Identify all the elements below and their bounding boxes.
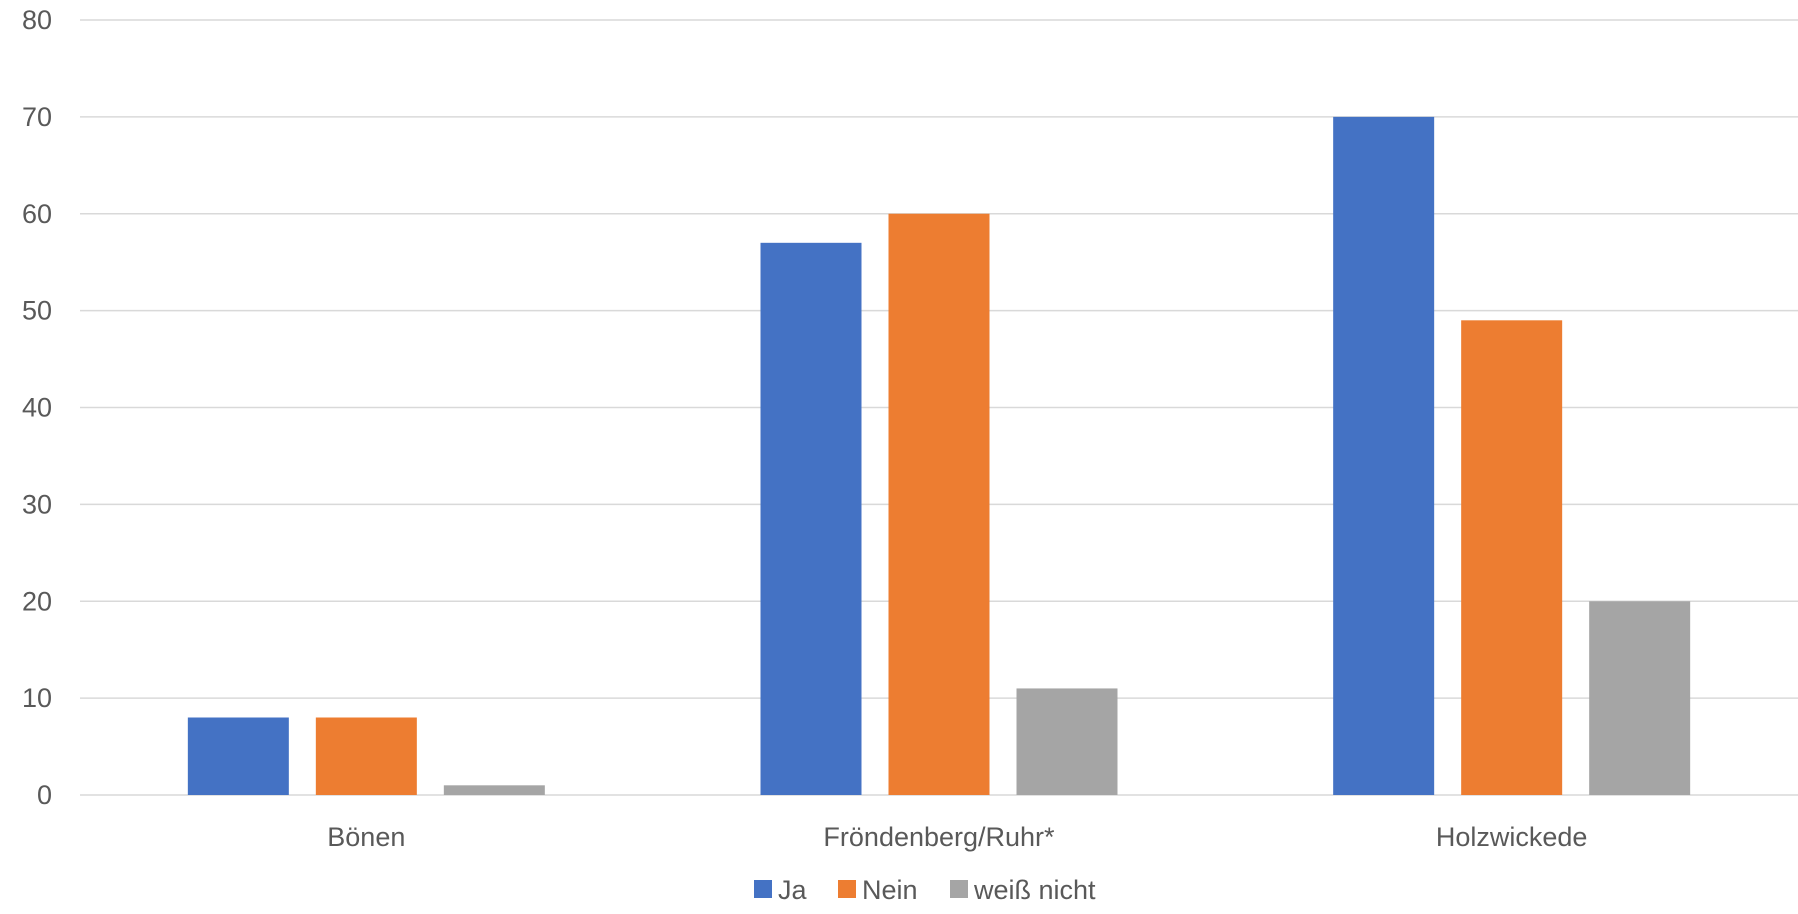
legend-item: weiß nicht [950,875,1096,905]
bar-0-1 [315,717,417,795]
x-category-label: Holzwickede [1436,822,1588,852]
y-tick-label: 50 [22,296,52,326]
legend-label: Ja [778,875,808,905]
bar-0-0 [187,717,289,795]
x-axis-category-labels: Bönen Fröndenberg/Ruhr* Holzwickede [327,822,1587,852]
y-tick-label: 30 [22,489,52,519]
legend-swatch [950,880,968,898]
bar-1-0 [760,242,862,795]
y-tick-label: 40 [22,393,52,423]
y-tick-label: 0 [37,780,52,810]
bars [187,116,1691,795]
y-tick-label: 60 [22,199,52,229]
bar-2-2 [1589,601,1691,795]
legend-swatch [838,880,856,898]
y-tick-label: 20 [22,586,52,616]
legend-item: Nein [838,875,918,905]
bar-0-2 [443,785,545,795]
legend-label: Nein [862,875,918,905]
bar-2-1 [1461,320,1563,795]
legend: Ja Nein weiß nicht [754,875,1096,905]
y-axis-tick-labels: 0 10 20 30 40 50 60 70 80 [22,5,52,810]
bar-2-0 [1333,116,1435,795]
legend-label: weiß nicht [973,875,1096,905]
y-tick-label: 70 [22,102,52,132]
x-category-label: Bönen [327,822,405,852]
y-tick-label: 80 [22,5,52,35]
legend-swatch [754,880,772,898]
y-tick-label: 10 [22,683,52,713]
bar-1-2 [1016,688,1118,795]
legend-item: Ja [754,875,808,905]
x-category-label: Fröndenberg/Ruhr* [823,822,1055,852]
bar-1-1 [888,213,990,795]
